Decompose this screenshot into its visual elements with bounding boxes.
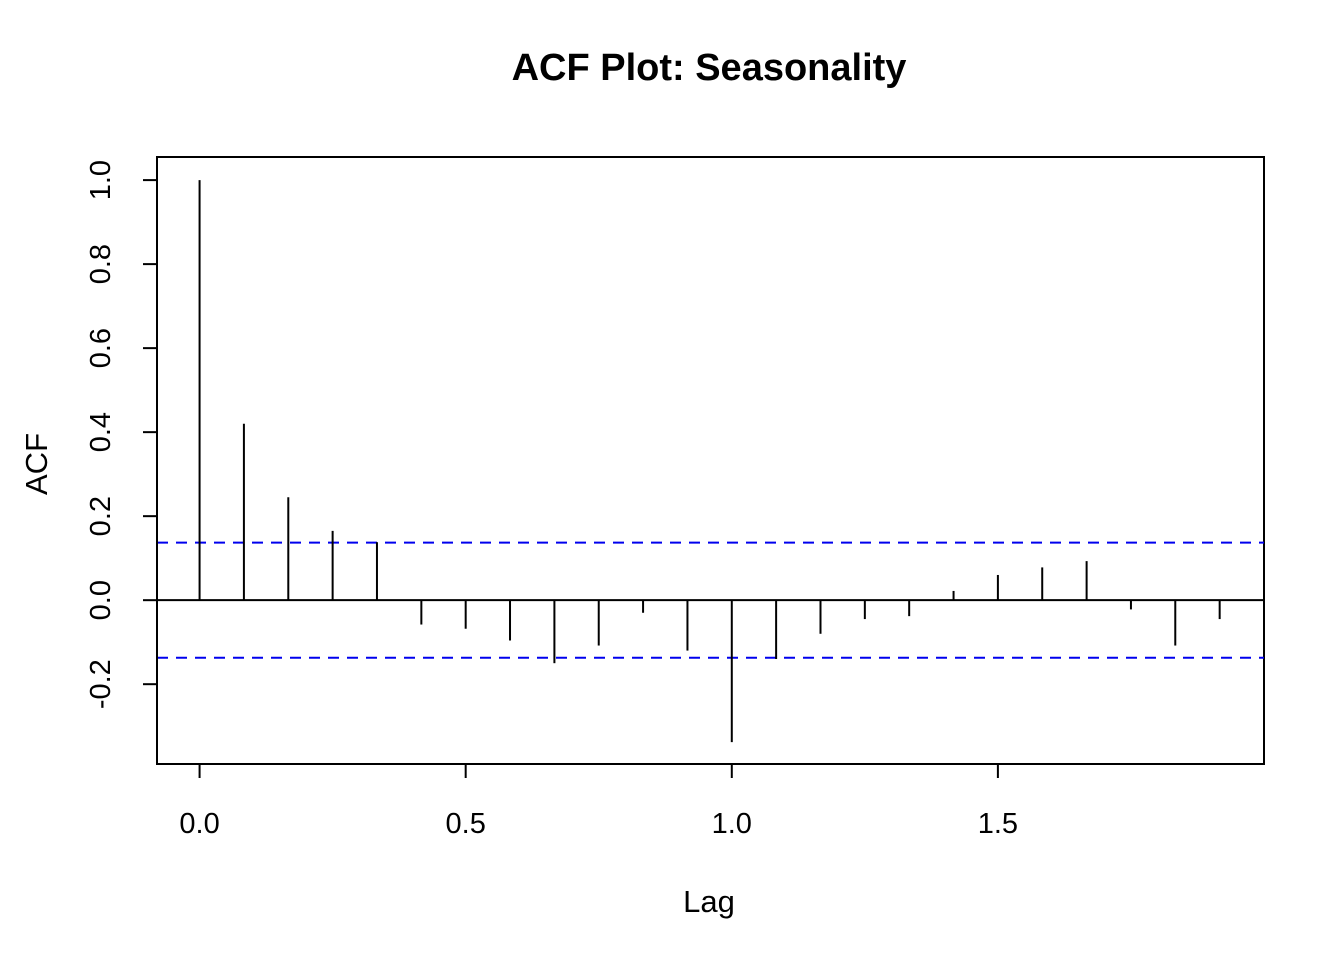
y-tick-label: 1.0 bbox=[85, 160, 117, 200]
x-tick-label: 1.5 bbox=[978, 808, 1018, 840]
y-tick-label: 0.2 bbox=[85, 496, 117, 536]
plot-frame bbox=[156, 156, 1265, 765]
y-tick-label: 0.0 bbox=[85, 580, 117, 620]
x-tick-label: 1.0 bbox=[712, 808, 752, 840]
y-tick-label: 0.8 bbox=[85, 244, 117, 284]
y-tick-label: 0.6 bbox=[85, 328, 117, 368]
y-tick-label: 0.4 bbox=[85, 412, 117, 452]
x-axis-label: Lag bbox=[683, 884, 735, 919]
chart-title: ACF Plot: Seasonality bbox=[512, 47, 907, 89]
x-tick-label: 0.0 bbox=[179, 808, 219, 840]
y-axis-label: ACF bbox=[19, 433, 54, 495]
plot-area: 0.0 0.5 1.0 1.5 -0.2 0.0 0.2 0.4 0.6 0.8 1.0 bbox=[85, 156, 1265, 840]
x-tick-label: 0.5 bbox=[446, 808, 486, 840]
y-tick-label: -0.2 bbox=[85, 659, 117, 709]
